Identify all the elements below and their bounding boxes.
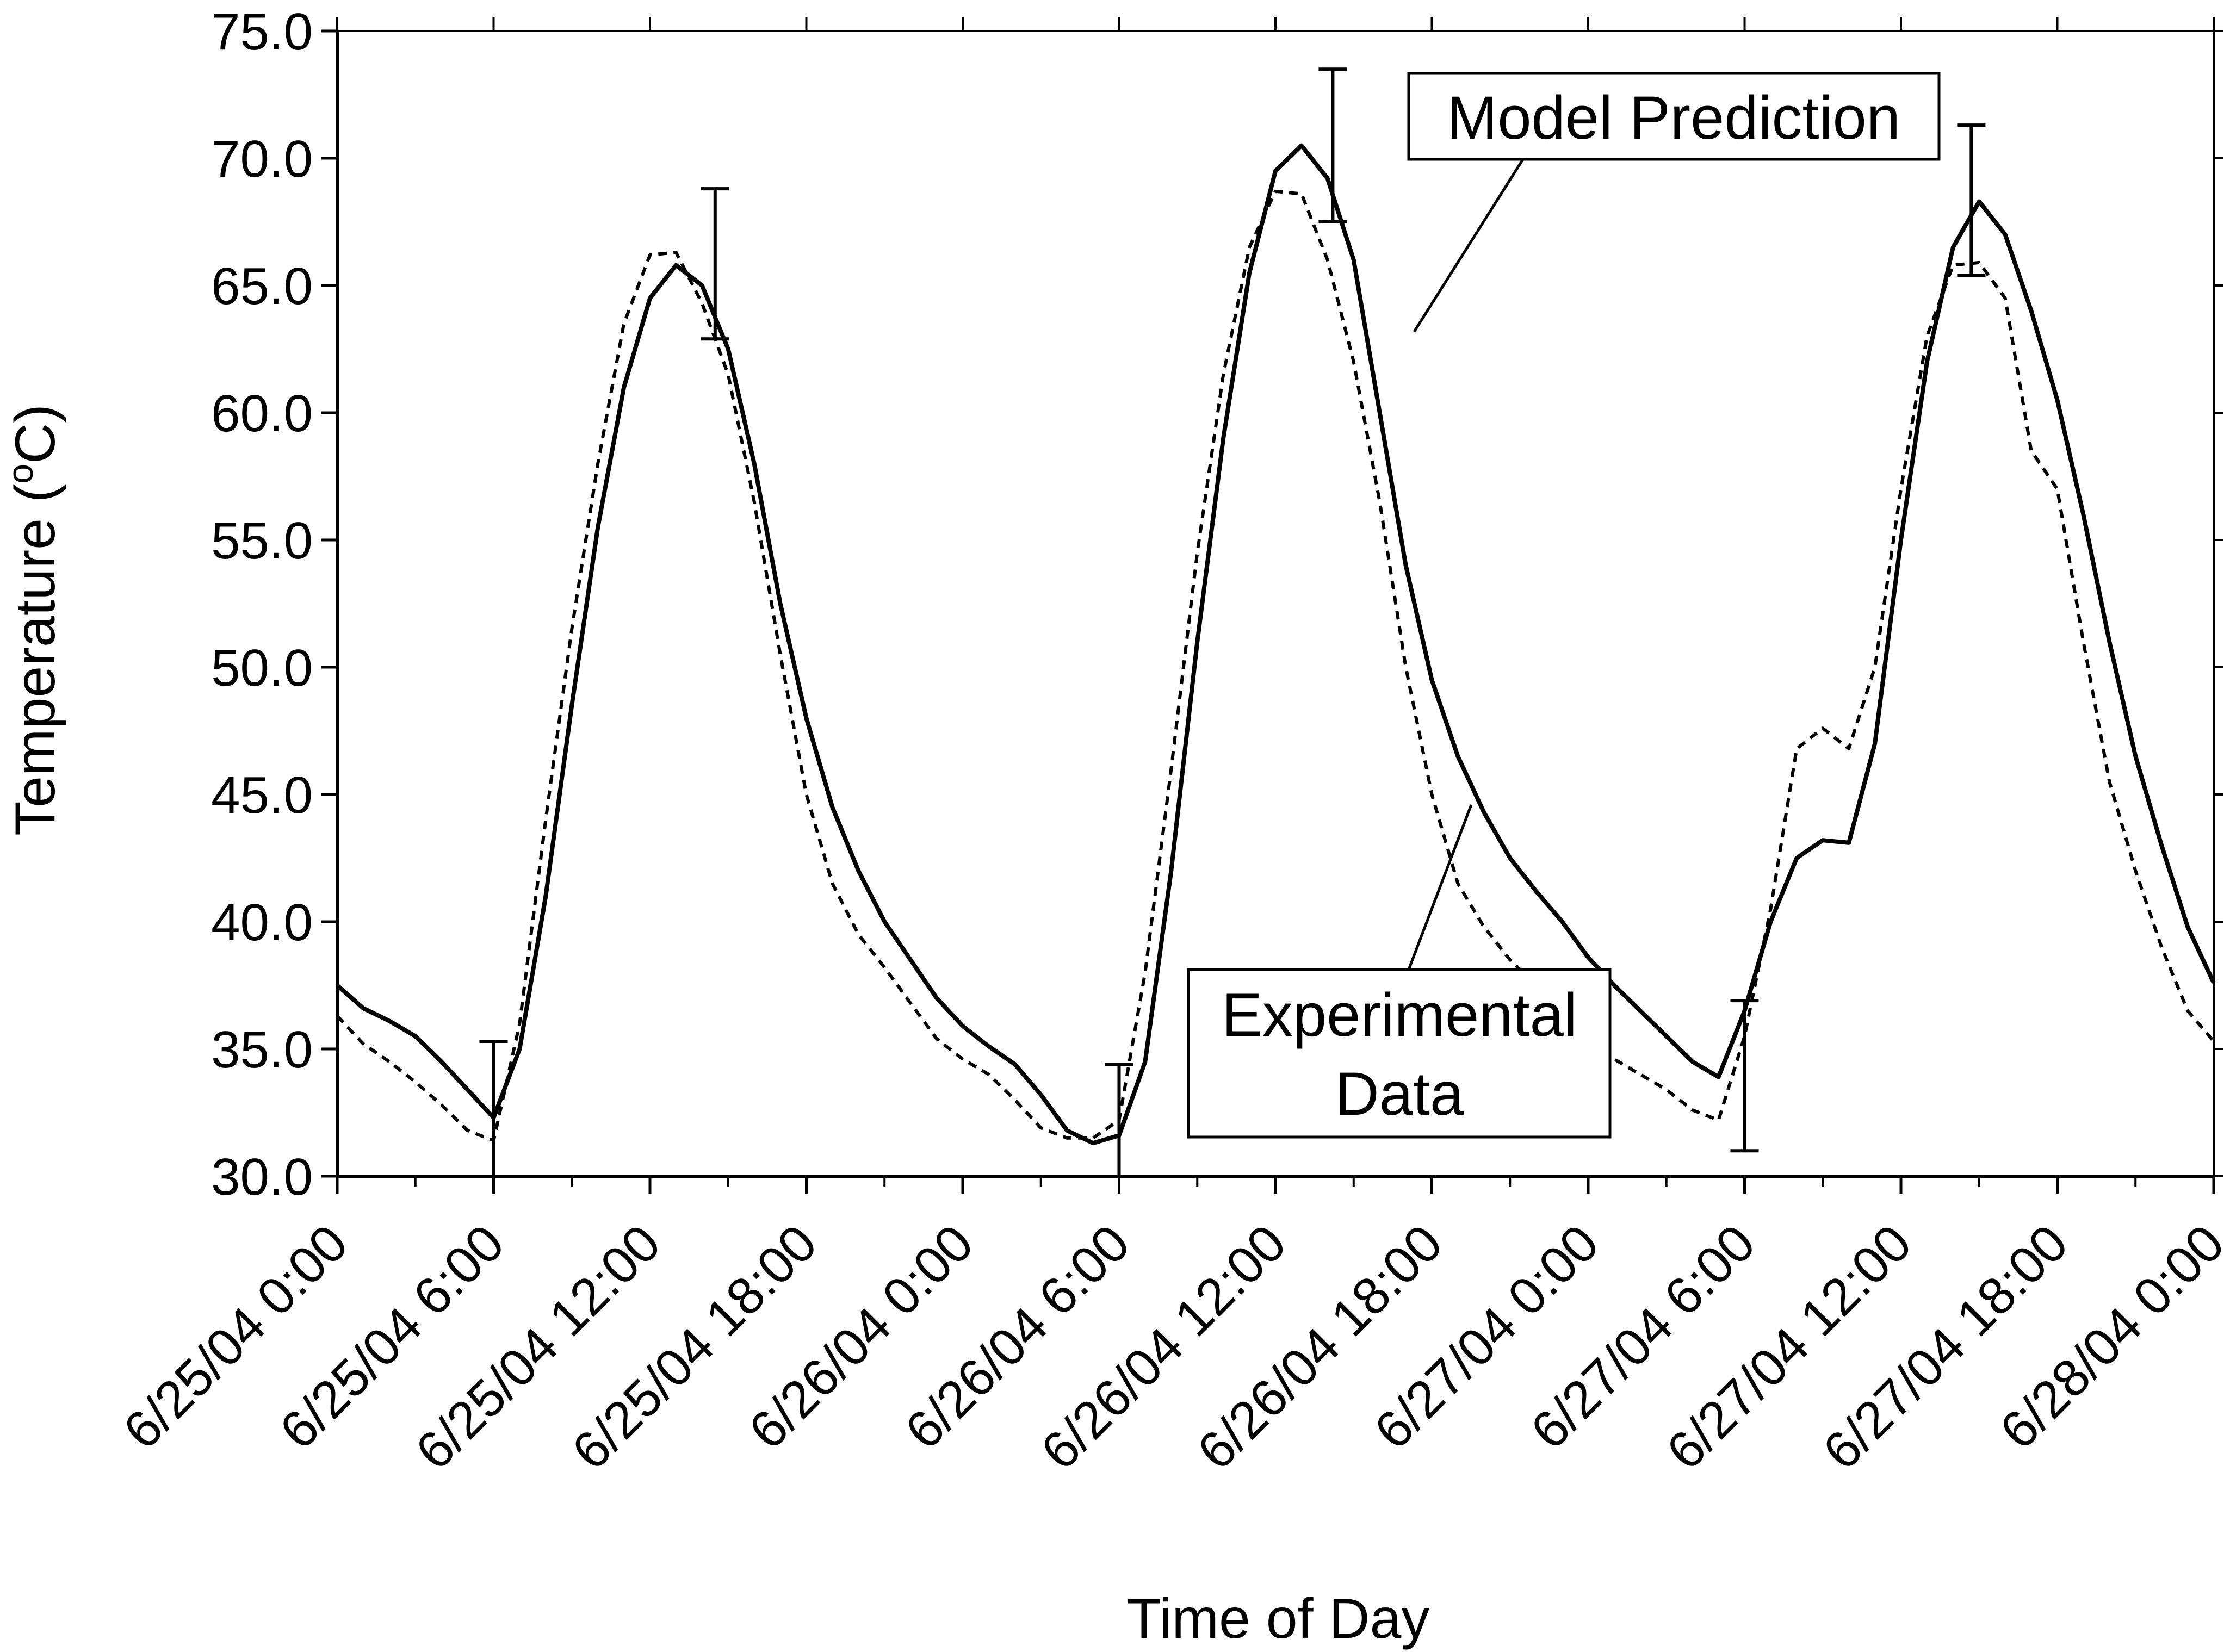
y-axis-title-unit: C) [4, 404, 67, 464]
y-tick-label: 40.0 [211, 893, 313, 952]
x-axis-title: Time of Day [1127, 1587, 1430, 1650]
series-line-experimental-data [336, 189, 2215, 1142]
x-axis-ticks: 6/25/04 0:006/25/04 6:006/25/04 12:006/2… [113, 17, 2230, 1481]
model-prediction-callout-box [1407, 72, 1941, 161]
experimental-data-callout-box [1187, 968, 1612, 1139]
y-tick-label: 65.0 [211, 257, 313, 315]
y-axis-title-degree: o [0, 464, 40, 484]
model-prediction-callout-label: Model Prediction [1447, 84, 1900, 152]
y-tick-label: 50.0 [211, 639, 313, 697]
series-line-model-prediction [336, 143, 2216, 1146]
experimental-data-leader-line [1407, 804, 1473, 970]
y-tick-label: 70.0 [211, 130, 313, 188]
y-tick-label: 75.0 [211, 3, 313, 61]
y-axis-title: Temperature (oC) [0, 404, 67, 836]
y-tick-label: 35.0 [211, 1021, 313, 1079]
series-layer [336, 143, 2216, 1146]
callouts: Model Prediction Experimental Data [1187, 72, 1941, 1139]
y-axis-ticks: 30.0 35.0 40.0 45.0 50.0 55.0 60.0 65.0 70.0 75.0 [211, 3, 2223, 1206]
y-tick-label: 60.0 [211, 384, 313, 443]
experimental-data-callout-line2: Data [1335, 1060, 1464, 1128]
y-tick-label: 55.0 [211, 512, 313, 570]
experimental-data-callout-line1: Experimental [1222, 981, 1577, 1049]
model-prediction-leader-line [1413, 158, 1525, 333]
y-tick-label: 30.0 [211, 1148, 313, 1206]
error-bars [479, 67, 1986, 1176]
y-axis-title-main: Temperature ( [4, 483, 67, 836]
y-tick-label: 45.0 [211, 766, 313, 824]
